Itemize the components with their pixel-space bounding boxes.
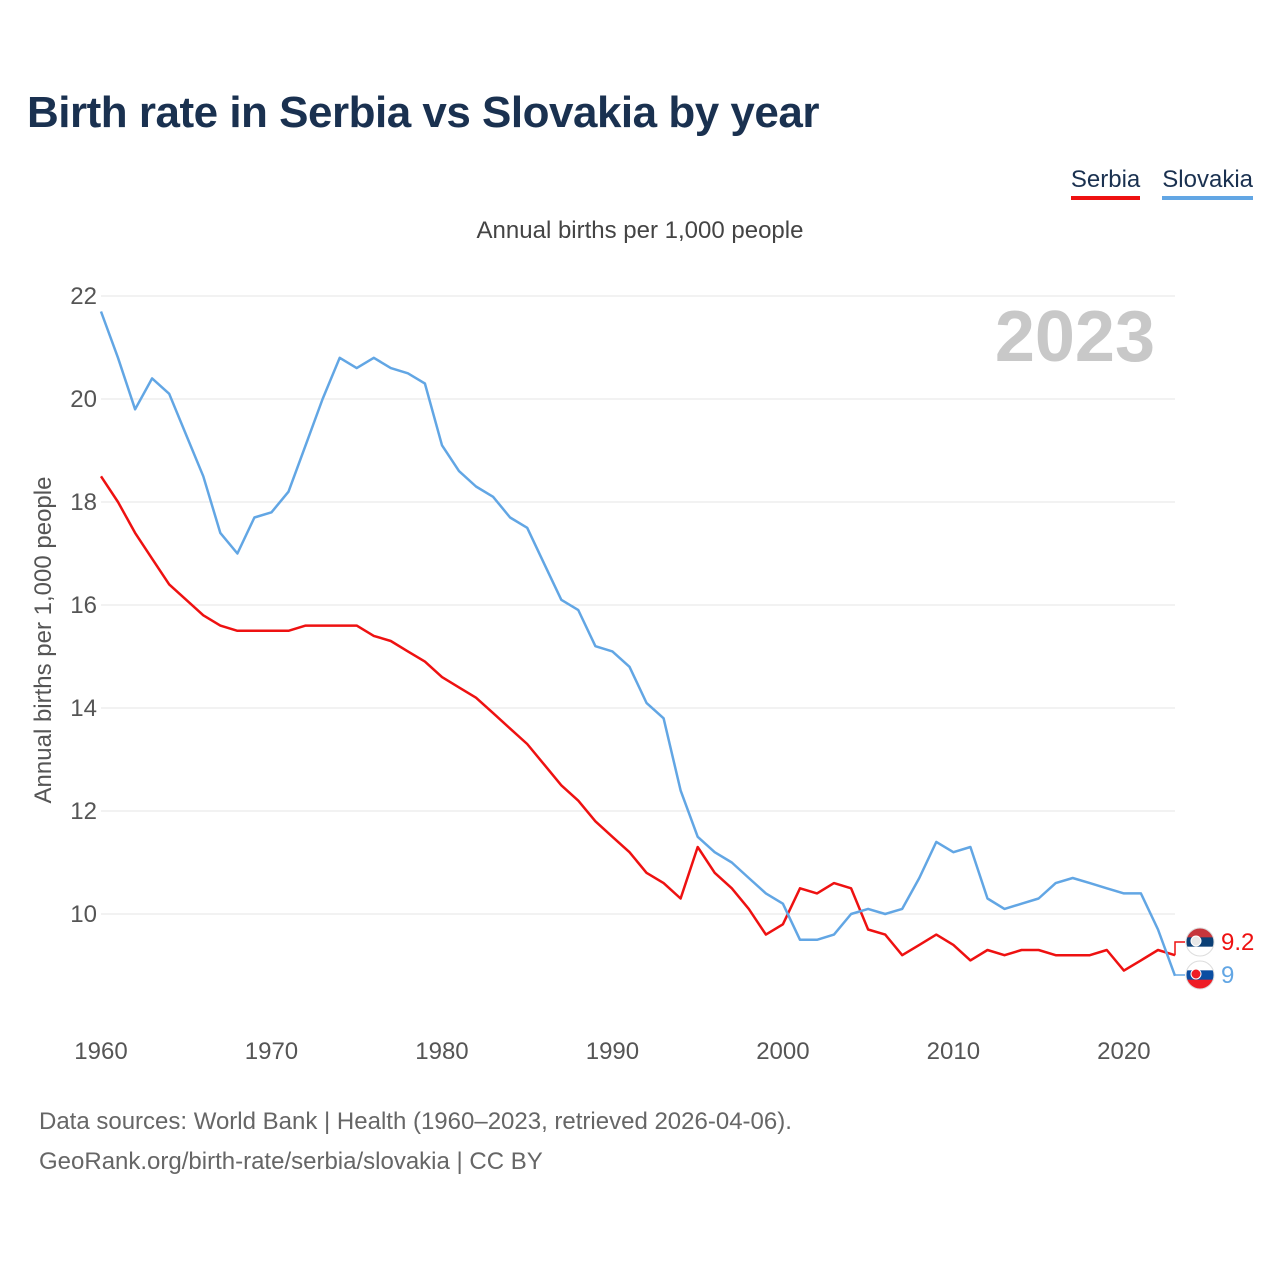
y-tick-label: 14	[70, 695, 97, 722]
end-value-label-slovakia: 9	[1221, 962, 1234, 989]
x-tick-label: 1960	[74, 1038, 127, 1065]
x-tick-label: 2010	[927, 1038, 980, 1065]
legend-item-slovakia[interactable]: Slovakia	[1162, 166, 1253, 200]
chart-title: Birth rate in Serbia vs Slovakia by year	[27, 88, 819, 137]
legend-item-serbia[interactable]: Serbia	[1070, 166, 1141, 200]
url-note: GeoRank.org/birth-rate/serbia/slovakia |…	[39, 1148, 543, 1175]
y-tick-label: 22	[70, 283, 97, 310]
x-axis-ticks: 1960 1970 1980 1990 2000 2010 2020	[74, 1038, 1150, 1065]
y-tick-label: 20	[70, 386, 97, 413]
series-line-slovakia[interactable]	[99, 311, 1177, 977]
end-leader-line	[1174, 941, 1185, 956]
y-tick-label: 12	[70, 798, 97, 825]
end-leader-line	[1174, 974, 1185, 976]
source-note: Data sources: World Bank | Health (1960–…	[39, 1108, 792, 1135]
x-tick-label: 2020	[1097, 1038, 1150, 1065]
end-value-label-serbia: 9.2	[1221, 929, 1254, 956]
year-watermark: 2023	[995, 297, 1155, 377]
x-tick-label: 2000	[756, 1038, 809, 1065]
chart-subtitle: Annual births per 1,000 people	[476, 217, 804, 244]
flag-slovakia-icon	[1185, 960, 1215, 990]
x-tick-label: 1990	[586, 1038, 639, 1065]
y-axis-label: Annual births per 1,000 people	[30, 477, 57, 804]
series-lines	[99, 311, 1177, 977]
y-axis-ticks: 10 12 14 16 18 20 22	[70, 283, 97, 928]
legend: Serbia Slovakia	[1070, 166, 1253, 200]
series-line-serbia[interactable]	[99, 475, 1176, 972]
y-tick-label: 16	[70, 592, 97, 619]
x-tick-label: 1970	[245, 1038, 298, 1065]
x-tick-label: 1980	[415, 1038, 468, 1065]
y-tick-label: 10	[70, 901, 97, 928]
flag-serbia-icon	[1185, 927, 1215, 957]
gridlines	[101, 295, 1175, 915]
end-labels: 9.29	[1174, 927, 1254, 990]
y-tick-label: 18	[70, 489, 97, 516]
